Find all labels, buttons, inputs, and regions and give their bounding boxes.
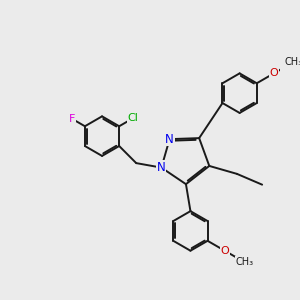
- Text: CH₃: CH₃: [284, 57, 300, 67]
- Text: N: N: [157, 161, 166, 174]
- Text: CH₃: CH₃: [235, 257, 253, 267]
- Text: F: F: [68, 114, 75, 124]
- Text: O: O: [269, 68, 278, 78]
- Text: O: O: [220, 246, 229, 256]
- Text: N: N: [165, 133, 174, 146]
- Text: Cl: Cl: [128, 113, 139, 123]
